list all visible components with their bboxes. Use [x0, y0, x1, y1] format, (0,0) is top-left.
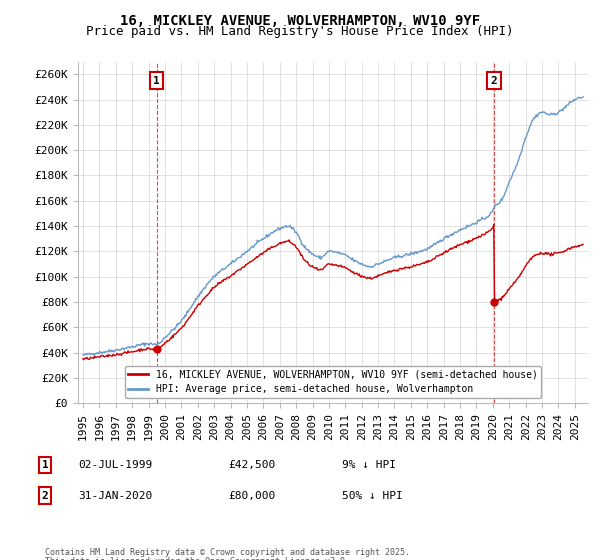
- Legend: 16, MICKLEY AVENUE, WOLVERHAMPTON, WV10 9YF (semi-detached house), HPI: Average : 16, MICKLEY AVENUE, WOLVERHAMPTON, WV10 …: [125, 366, 541, 398]
- Text: 9% ↓ HPI: 9% ↓ HPI: [342, 460, 396, 470]
- Text: 2: 2: [491, 76, 497, 86]
- Text: 50% ↓ HPI: 50% ↓ HPI: [342, 491, 403, 501]
- Text: 31-JAN-2020: 31-JAN-2020: [78, 491, 152, 501]
- Text: 16, MICKLEY AVENUE, WOLVERHAMPTON, WV10 9YF: 16, MICKLEY AVENUE, WOLVERHAMPTON, WV10 …: [120, 14, 480, 28]
- Text: £80,000: £80,000: [228, 491, 275, 501]
- Text: Contains HM Land Registry data © Crown copyright and database right 2025.: Contains HM Land Registry data © Crown c…: [45, 548, 410, 557]
- Text: 02-JUL-1999: 02-JUL-1999: [78, 460, 152, 470]
- Text: 1: 1: [154, 76, 160, 86]
- Text: 1: 1: [41, 460, 49, 470]
- Text: £42,500: £42,500: [228, 460, 275, 470]
- Text: 2: 2: [41, 491, 49, 501]
- Text: Price paid vs. HM Land Registry's House Price Index (HPI): Price paid vs. HM Land Registry's House …: [86, 25, 514, 38]
- Text: This data is licensed under the Open Government Licence v3.0.: This data is licensed under the Open Gov…: [45, 557, 350, 560]
